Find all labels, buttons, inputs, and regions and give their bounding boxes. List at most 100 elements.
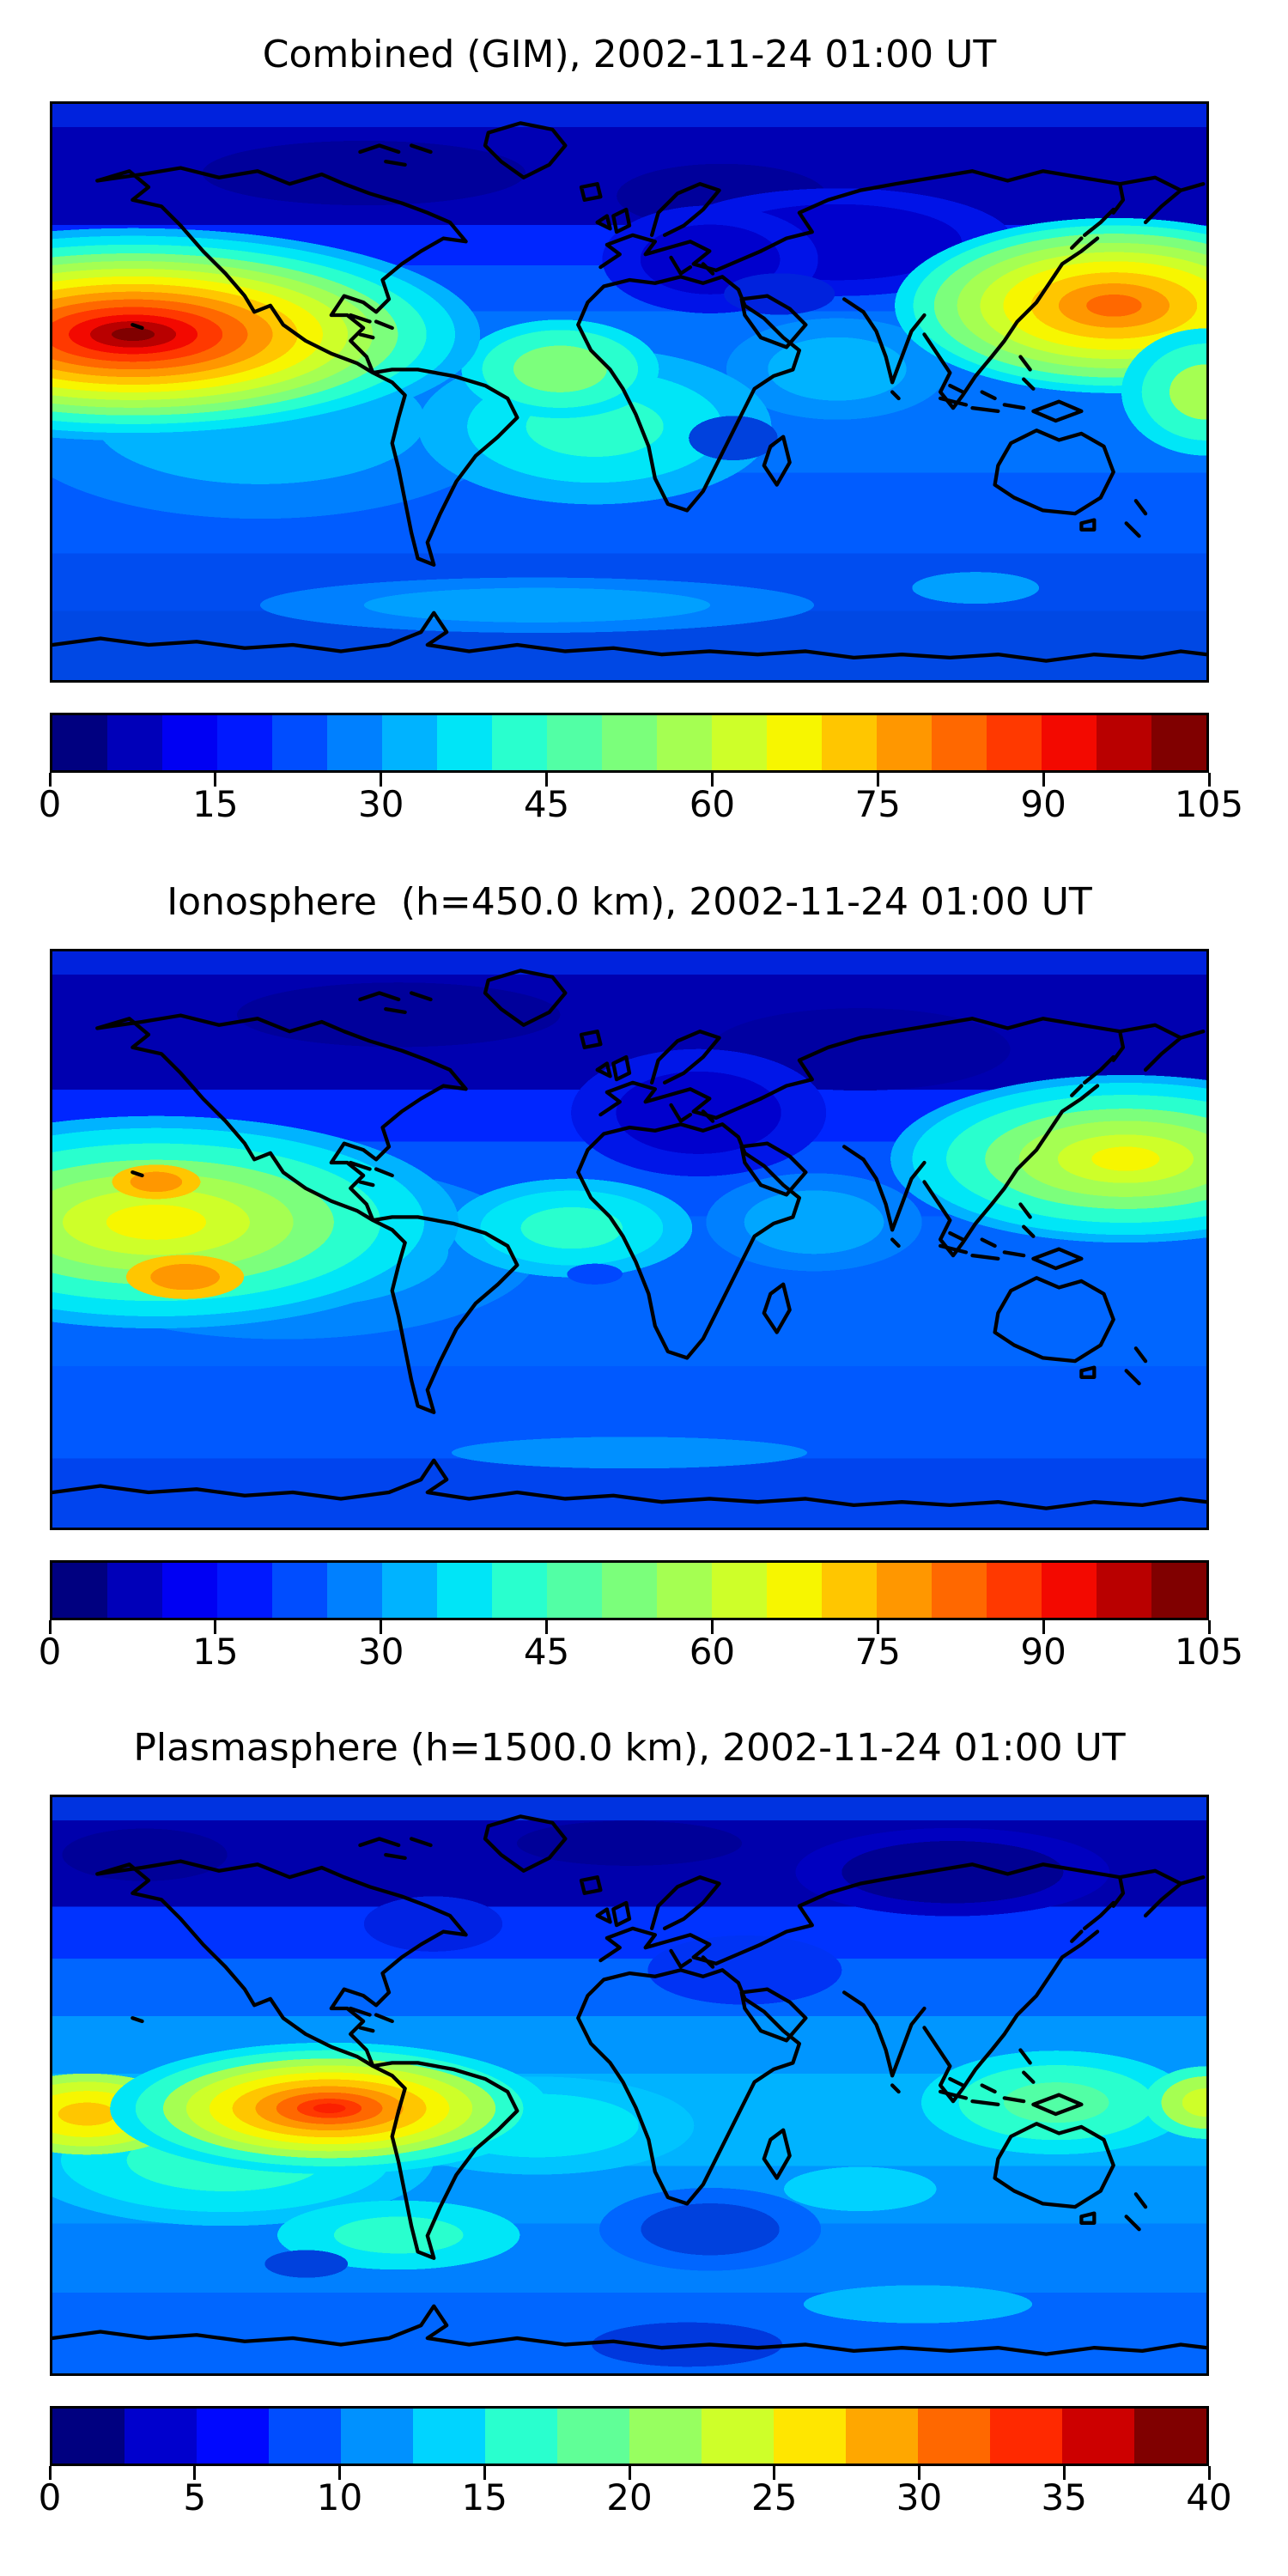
coastline-americas bbox=[95, 121, 603, 567]
tick-label: 20 bbox=[606, 2476, 653, 2518]
colorbar-cell bbox=[657, 715, 712, 770]
colorbar-cell bbox=[492, 1563, 547, 1618]
tick-label: 0 bbox=[38, 2476, 62, 2518]
coastline-antarctica bbox=[52, 2304, 1206, 2356]
colorbar-cell bbox=[774, 2409, 846, 2464]
colorbar-cell bbox=[341, 2409, 413, 2464]
colorbar-cell bbox=[107, 1563, 162, 1618]
tick-label: 90 bbox=[1020, 783, 1066, 825]
coastline-group bbox=[52, 1814, 1206, 2356]
colorbar-cell bbox=[327, 1563, 382, 1618]
coastline-antarctica bbox=[52, 611, 1206, 663]
colorbar-tick bbox=[876, 773, 879, 787]
tick-label: 15 bbox=[461, 2476, 507, 2518]
colorbar-tick bbox=[710, 773, 714, 787]
colorbar-tick bbox=[48, 2466, 52, 2480]
tick-label: 45 bbox=[523, 783, 570, 825]
tick-label: 45 bbox=[523, 1631, 570, 1673]
tick-label: 60 bbox=[689, 783, 736, 825]
colorbar-cell bbox=[107, 715, 162, 770]
coastline-oceania bbox=[938, 2076, 1148, 2232]
coastline-svg bbox=[52, 121, 1206, 663]
colorbar-cell bbox=[877, 1563, 932, 1618]
tick-label: 15 bbox=[192, 783, 239, 825]
colorbar-tick bbox=[545, 773, 549, 787]
colorbar-tick bbox=[193, 2466, 197, 2480]
colorbar-cell bbox=[437, 715, 492, 770]
colorbar-cell bbox=[932, 1563, 987, 1618]
colorbar-cell bbox=[987, 715, 1042, 770]
tick-label: 105 bbox=[1174, 783, 1244, 825]
colorbar-cell bbox=[767, 715, 822, 770]
tick-label: 25 bbox=[751, 2476, 798, 2518]
panel-title-ionosphere: Ionosphere (h=450.0 km), 2002-11-24 01:0… bbox=[167, 880, 1092, 924]
colorbar-cell bbox=[197, 2409, 269, 2464]
colorbar-cell bbox=[52, 2409, 125, 2464]
colorbar-tick bbox=[628, 2466, 631, 2480]
contour-layers bbox=[52, 1797, 1206, 2373]
colorbar-tick bbox=[214, 773, 217, 787]
map-plot-ionosphere bbox=[50, 949, 1209, 1530]
coastline-oceania bbox=[938, 1230, 1148, 1386]
coastline-europe-africa bbox=[576, 182, 802, 513]
tick-label: 40 bbox=[1186, 2476, 1232, 2518]
panel-plasmasphere: Plasmasphere (h=1500.0 km), 2002-11-24 0… bbox=[0, 1693, 1288, 2541]
tick-label: 90 bbox=[1020, 1631, 1066, 1673]
tick-label: 5 bbox=[183, 2476, 207, 2518]
colorbar-tick bbox=[214, 1620, 217, 1634]
coastline-europe-africa bbox=[576, 1875, 802, 2206]
coastline-europe-africa bbox=[576, 1030, 802, 1360]
colorbar-cell bbox=[990, 2409, 1062, 2464]
tick-label: 75 bbox=[854, 1631, 902, 1673]
colorbar-tick bbox=[380, 1620, 383, 1634]
colorbar-cell bbox=[822, 715, 877, 770]
colorbar-tick bbox=[918, 2466, 920, 2480]
colorbar-cell bbox=[846, 2409, 918, 2464]
tick-label: 105 bbox=[1174, 1631, 1244, 1673]
tick-label: 60 bbox=[689, 1631, 736, 1673]
colorbar-cell bbox=[547, 715, 602, 770]
colorbar-tick bbox=[1042, 1620, 1045, 1634]
tick-label: 15 bbox=[192, 1631, 239, 1673]
coastline-asia bbox=[739, 169, 1206, 410]
colorbar-cell bbox=[877, 715, 932, 770]
colorbar-cell bbox=[125, 2409, 197, 2464]
colorbar-cell bbox=[822, 1563, 877, 1618]
colorbar-cell bbox=[1062, 2409, 1134, 2464]
colorbar-cell bbox=[272, 1563, 327, 1618]
contour-blob bbox=[52, 951, 1206, 1528]
colorbar-cell bbox=[217, 715, 272, 770]
colorbar-tick bbox=[773, 2466, 776, 2480]
colorbar-cell bbox=[162, 715, 217, 770]
map-plot-combined bbox=[50, 101, 1209, 683]
panel-combined: Combined (GIM), 2002-11-24 01:00 UT 0 15 3… bbox=[0, 0, 1288, 848]
coastline-antarctica bbox=[52, 1458, 1206, 1510]
colorbar-cell bbox=[918, 2409, 990, 2464]
colorbar-cell bbox=[1042, 715, 1097, 770]
tick-label: 30 bbox=[896, 2476, 943, 2518]
colorbar-cell bbox=[413, 2409, 485, 2464]
colorbar-cell bbox=[712, 715, 767, 770]
coastline-svg bbox=[52, 1814, 1206, 2356]
colorbar-cell bbox=[547, 1563, 602, 1618]
colorbar-cell bbox=[52, 1563, 107, 1618]
colorbar-tick bbox=[545, 1620, 549, 1634]
colorbar-ionosphere bbox=[50, 1560, 1209, 1620]
panel-title-plasmasphere: Plasmasphere (h=1500.0 km), 2002-11-24 0… bbox=[133, 1726, 1126, 1770]
coastline-americas bbox=[95, 1814, 603, 2260]
panel-title-combined: Combined (GIM), 2002-11-24 01:00 UT bbox=[262, 33, 997, 76]
colorbar-cell bbox=[162, 1563, 217, 1618]
colorbar-cell bbox=[1042, 1563, 1097, 1618]
colorbar-tick bbox=[876, 1620, 879, 1634]
colorbar-tick bbox=[338, 2466, 341, 2480]
colorbar-cell bbox=[485, 2409, 557, 2464]
panel-ionosphere: Ionosphere (h=450.0 km), 2002-11-24 01:0… bbox=[0, 848, 1288, 1695]
coastline-americas bbox=[95, 969, 603, 1414]
colorbar-cell bbox=[602, 1563, 657, 1618]
colorbar-cell bbox=[1134, 2409, 1206, 2464]
colorbar-tick bbox=[1042, 773, 1045, 787]
colorbar-cell bbox=[272, 715, 327, 770]
colorbar-cell bbox=[712, 1563, 767, 1618]
colorbar-cell bbox=[1151, 1563, 1206, 1618]
